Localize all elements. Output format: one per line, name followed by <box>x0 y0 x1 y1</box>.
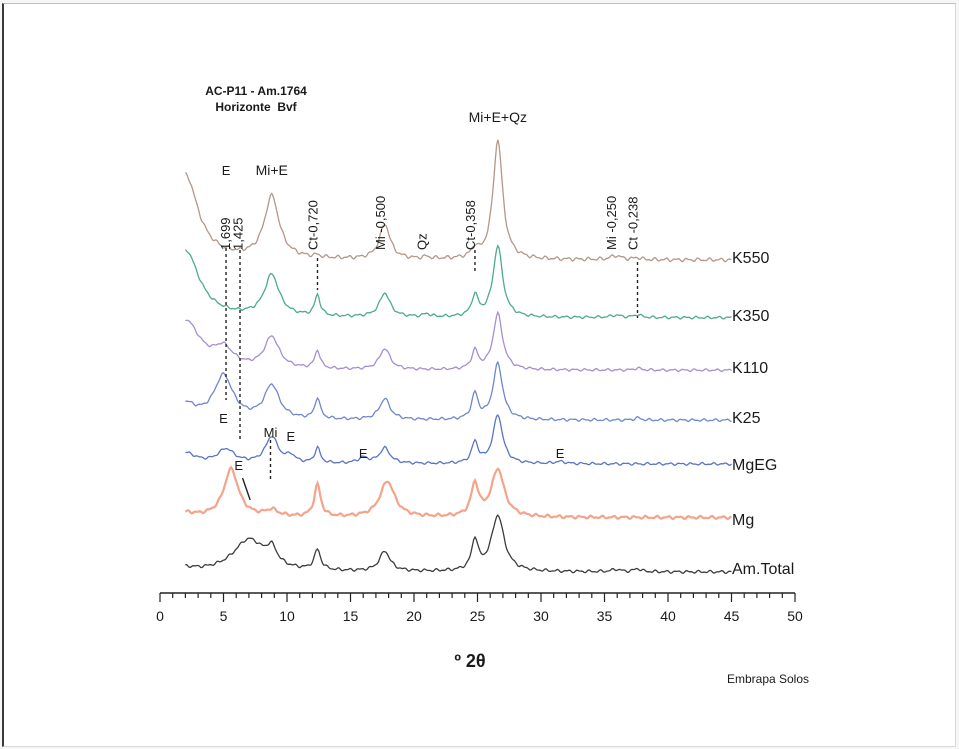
peak-annotation: E <box>286 429 295 444</box>
peak-annotation: Mi+E <box>256 162 288 178</box>
peak-annotation: E <box>222 163 231 178</box>
series-label-k25: K25 <box>732 410 761 427</box>
peak-annotation: E <box>234 458 243 473</box>
series-line-am-total <box>185 514 732 575</box>
series-label-k110: K110 <box>732 360 768 377</box>
x-tick-label: 35 <box>597 608 613 624</box>
peak-annotation: Ct -0,238 <box>626 197 641 250</box>
x-axis: 0 5 10 15 20 25 30 35 40 45 50 <box>156 592 803 624</box>
x-tick-label: 20 <box>406 608 422 624</box>
chart-title: AC-P11 - Am.1764 <box>205 84 307 98</box>
peak-annotation: Qz <box>415 233 430 250</box>
x-tick-label: 45 <box>724 608 740 624</box>
series-label-k350: K350 <box>732 308 769 325</box>
series-label-am-total: Am.Total <box>732 561 794 578</box>
series-line-mg <box>184 465 732 521</box>
series-line-mgeg <box>185 414 732 467</box>
series-layer: K550 K350 K110 K25 MgEG Mg Am.Total <box>184 139 794 578</box>
peak-annotation: E <box>359 446 368 461</box>
series-line-k550 <box>184 139 732 263</box>
x-tick-label: 30 <box>533 608 549 624</box>
series-label-k550: K550 <box>732 250 769 267</box>
x-tick-label: 5 <box>220 608 228 624</box>
peak-annotation: E <box>219 411 228 426</box>
credit-label: Embrapa Solos <box>727 672 809 686</box>
x-tick-label: 40 <box>660 608 676 624</box>
peak-annotation: Mi+E+Qz <box>469 109 527 125</box>
series-line-k350 <box>184 244 732 320</box>
x-tick-label: 15 <box>343 608 359 624</box>
peak-annotation: 1,425 <box>231 217 246 250</box>
chart-subtitle: Horizonte Bvf <box>215 100 297 114</box>
series-label-mgeg: MgEG <box>732 457 777 474</box>
figure-frame <box>2 3 956 747</box>
x-tick-label: 0 <box>156 608 164 624</box>
x-tick-label: 25 <box>470 608 486 624</box>
peak-pointer-line <box>241 477 251 501</box>
x-tick-label: 50 <box>787 608 803 624</box>
peak-annotation: Ct-0,358 <box>463 200 478 250</box>
peak-annotation: 1,699 <box>218 217 233 250</box>
peak-annotation: Mi <box>264 425 278 440</box>
chart-title-block: AC-P11 - Am.1764 Horizonte Bvf <box>205 84 307 114</box>
peak-annotation: Mi -0,250 <box>604 196 619 250</box>
peak-annotation: Mi -0,500 <box>373 196 388 250</box>
series-label-mg: Mg <box>732 512 754 529</box>
peak-annotation: E <box>556 446 565 461</box>
series-line-k25 <box>185 360 732 423</box>
x-tick-label: 10 <box>279 608 295 624</box>
x-axis-label: º 2θ <box>454 651 485 671</box>
peak-annotation: Ct-0,720 <box>305 200 320 250</box>
series-line-k110 <box>185 310 732 373</box>
